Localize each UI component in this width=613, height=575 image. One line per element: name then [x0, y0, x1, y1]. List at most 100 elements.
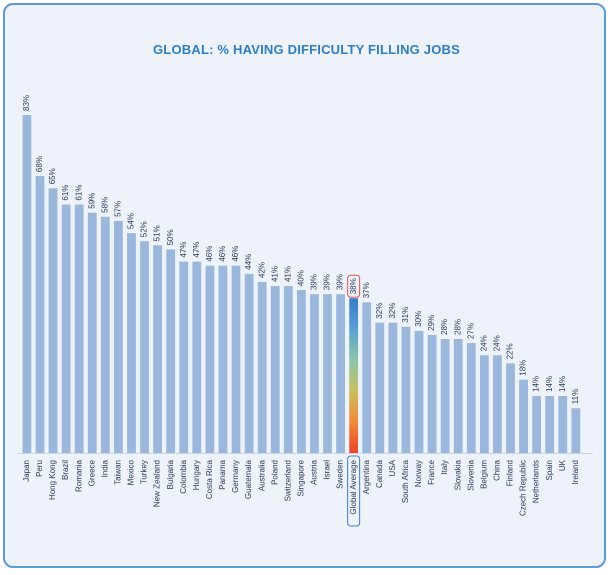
bar-guatemala	[244, 273, 254, 453]
value-label: 46%	[218, 246, 227, 262]
bar-usa	[388, 322, 398, 453]
bar-panama	[218, 265, 228, 453]
category-label: Turkey	[140, 460, 149, 484]
category-label: Costa Rica	[205, 459, 214, 499]
category-label: Slovakia	[453, 459, 462, 490]
value-label: 57%	[113, 201, 122, 217]
category-label: Belgium	[479, 460, 488, 489]
category-label: Panama	[218, 459, 227, 489]
bar-global-average	[349, 298, 359, 453]
category-label: France	[427, 459, 436, 484]
bar-uk	[558, 395, 568, 453]
category-label: Guatemala	[244, 459, 253, 499]
bar-netherlands	[532, 395, 542, 453]
value-label: 14%	[558, 376, 567, 392]
bar-ireland	[571, 408, 581, 453]
chart-panel: GLOBAL: % HAVING DIFFICULTY FILLING JOBS…	[3, 3, 606, 568]
category-label: Poland	[270, 460, 279, 485]
value-label: 52%	[140, 221, 149, 237]
value-label: 59%	[87, 193, 96, 209]
category-label: New Zealand	[153, 460, 162, 507]
bar-colombia	[179, 261, 189, 453]
category-label: South Africa	[401, 459, 410, 503]
value-label: 83%	[22, 95, 31, 111]
value-label: 22%	[506, 343, 515, 359]
bar-germany	[231, 265, 241, 453]
category-label: Switzerland	[283, 460, 292, 501]
value-label: 40%	[296, 270, 305, 286]
value-label: 42%	[257, 262, 266, 278]
value-label: 58%	[100, 197, 109, 213]
category-label: Taiwan	[113, 460, 122, 485]
bar-poland	[270, 286, 280, 453]
value-label: 41%	[283, 266, 292, 282]
value-label: 39%	[310, 274, 319, 290]
value-label: 46%	[205, 246, 214, 262]
bar-argentina	[362, 302, 372, 453]
bar-finland	[506, 363, 515, 453]
value-label: 51%	[153, 225, 162, 241]
value-label: 27%	[466, 323, 475, 339]
bar-chart: 83% Japan 68% Peru 65% Hong Kong 61% Brazil 61% R…	[17, 95, 593, 527]
bar-slovenia	[466, 343, 476, 453]
value-label: 31%	[401, 307, 410, 323]
bar-peru	[35, 176, 45, 453]
category-label: Brazil	[61, 460, 70, 480]
value-label: 29%	[427, 315, 436, 331]
category-label: Israel	[323, 460, 332, 480]
value-label: 14%	[545, 376, 554, 392]
category-label: Greece	[87, 459, 96, 486]
bar-singapore	[296, 290, 306, 453]
bar-south-africa	[401, 326, 411, 453]
value-label: 38%	[349, 278, 358, 294]
category-label: USA	[388, 459, 397, 476]
bar-canada	[375, 322, 385, 453]
bar-taiwan	[113, 220, 123, 453]
category-label: Hungary	[192, 460, 201, 490]
value-label: 61%	[74, 185, 83, 201]
category-label: Bulgaria	[166, 459, 175, 489]
value-label: 41%	[270, 266, 279, 282]
bar-hungary	[192, 261, 202, 453]
category-label: Italy	[440, 460, 449, 475]
category-label: Spain	[545, 460, 554, 480]
category-label: Mexico	[127, 459, 136, 485]
bar-spain	[545, 395, 555, 453]
bar-mexico	[127, 233, 136, 453]
bar-israel	[323, 294, 332, 453]
bar-india	[100, 216, 110, 453]
bar-slovakia	[453, 338, 463, 453]
chart-title: GLOBAL: % HAVING DIFFICULTY FILLING JOBS	[153, 42, 460, 57]
value-label: 32%	[375, 303, 384, 319]
category-label: Argentina	[362, 459, 371, 494]
category-label: Netherlands	[532, 460, 541, 503]
category-label: Singapore	[296, 459, 305, 496]
bar-france	[427, 334, 437, 453]
value-label: 18%	[519, 360, 528, 376]
category-label: Finland	[506, 460, 515, 486]
bar-china	[493, 355, 502, 453]
value-label: 44%	[244, 254, 253, 270]
value-label: 61%	[61, 185, 70, 201]
category-label: Australia	[257, 459, 266, 491]
value-label: 37%	[362, 282, 371, 298]
value-label: 24%	[479, 335, 488, 351]
bar-austria	[310, 294, 319, 453]
value-label: 11%	[571, 389, 580, 404]
value-label: 14%	[532, 376, 541, 392]
value-label: 47%	[192, 242, 201, 258]
category-label: UK	[558, 459, 567, 471]
bar-hong-kong	[48, 188, 58, 454]
value-label: 28%	[453, 319, 462, 335]
category-label: Austria	[310, 459, 319, 484]
bar-sweden	[336, 294, 345, 453]
value-label: 54%	[127, 213, 136, 229]
category-label: Ireland	[571, 460, 580, 484]
category-label: Germany	[231, 460, 240, 493]
bar-bulgaria	[166, 249, 176, 453]
bar-turkey	[140, 241, 149, 453]
category-label: Global Average	[349, 459, 358, 514]
value-label: 28%	[440, 319, 449, 335]
bar-costa-rica	[205, 265, 215, 453]
value-label: 39%	[336, 274, 345, 290]
